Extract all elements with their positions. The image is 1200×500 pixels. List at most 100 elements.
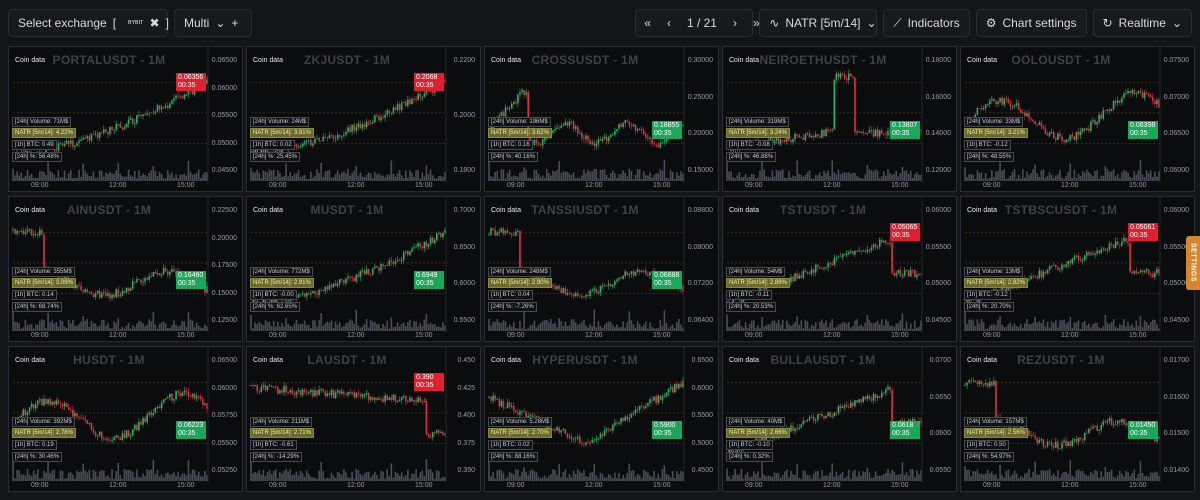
volume-bar xyxy=(34,177,37,181)
volume-bar xyxy=(498,322,501,331)
volume-bar xyxy=(746,177,749,181)
realtime-button[interactable]: ↻ Realtime ⌄ xyxy=(1092,9,1192,37)
coin-data-label[interactable]: Coin data xyxy=(729,207,759,214)
chart-panel[interactable]: MUSDT - 1M Coin data [24h] Volume: 772M$ NA… xyxy=(246,196,481,342)
chart-panel[interactable]: TSTBSCUSDT - 1M Coin data [24h] Volume: 13… xyxy=(960,196,1195,342)
volume-bar xyxy=(136,469,138,481)
candle-body xyxy=(1059,448,1061,450)
volume-bar xyxy=(852,471,854,481)
candle-body xyxy=(388,260,391,266)
coin-data-label[interactable]: Coin data xyxy=(253,207,283,214)
candle-body xyxy=(847,406,850,408)
candle-body xyxy=(115,289,117,298)
close-icon[interactable]: ✖ xyxy=(149,16,160,30)
candle-body xyxy=(1139,90,1142,93)
indicators-button[interactable]: ⟋ Indicators xyxy=(883,9,970,37)
time-axis-label: 15:00 xyxy=(653,332,671,339)
volume-bar xyxy=(310,476,312,481)
volume-bar xyxy=(895,474,898,481)
volume-bar xyxy=(835,174,838,181)
chart-panel[interactable]: HUSDT - 1M Coin data [24h] Volume: 392M$ NA… xyxy=(8,346,243,492)
coin-data-label[interactable]: Coin data xyxy=(967,57,997,64)
chart-settings-button[interactable]: ⚙ Chart settings xyxy=(975,9,1087,37)
volume-bar xyxy=(376,174,378,181)
volume-bar xyxy=(59,320,62,331)
chart-panel[interactable]: LAUSDT - 1M Coin data [24h] Volume: 211M$ N… xyxy=(246,346,481,492)
volume-bar xyxy=(28,474,31,481)
candle-body xyxy=(28,407,31,412)
coin-data-label[interactable]: Coin data xyxy=(967,357,997,364)
last-page-button[interactable]: » xyxy=(752,16,760,30)
chart-panel[interactable]: ZKJUSDT - 1M Coin data [24h] Volume: 24M$ N… xyxy=(246,46,481,192)
volume-bar xyxy=(1059,169,1061,181)
volume-bar xyxy=(200,476,202,481)
chart-panel[interactable]: TANSSIUSDT - 1M Coin data [24h] Volume: 24… xyxy=(484,196,719,342)
chart-panel[interactable]: CROSSUSDT - 1M Coin data [24h] Volume: 196… xyxy=(484,46,719,192)
volume-bar xyxy=(523,309,525,331)
volume-bar xyxy=(1104,314,1107,331)
chart-panel[interactable]: NEIROETHUSDT - 1M Coin data [24h] Volume: … xyxy=(722,46,957,192)
coin-data-label[interactable]: Coin data xyxy=(253,357,283,364)
coin-data-label[interactable]: Coin data xyxy=(491,207,521,214)
coin-data-label[interactable]: Coin data xyxy=(15,57,45,64)
indicator-select[interactable]: ∿ NATR [5m/14] ⌄ xyxy=(759,9,878,37)
next-page-button[interactable]: › xyxy=(732,16,737,30)
volume-bar xyxy=(634,476,637,481)
candle-body xyxy=(995,101,997,104)
coin-data-label[interactable]: Coin data xyxy=(491,57,521,64)
volume-bar xyxy=(1158,476,1160,481)
info-btc: [1h] BTC: 0.14 xyxy=(12,290,57,300)
mode-multi-button[interactable]: Multi ⌄ + xyxy=(174,9,252,37)
add-icon[interactable]: + xyxy=(231,16,239,30)
coin-data-label[interactable]: Coin data xyxy=(491,357,521,364)
chart-panel[interactable]: BULLAUSDT - 1M Coin data [24h] Volume: 40M… xyxy=(722,346,957,492)
time-axis-label: 09:00 xyxy=(745,182,763,189)
volume-bar xyxy=(783,328,786,331)
price-axis-label: 0.01500 xyxy=(1163,430,1189,438)
candle-body xyxy=(429,436,432,438)
volume-bar xyxy=(978,173,981,181)
candle-body xyxy=(634,124,637,131)
chart-panel[interactable]: HYPERUSDT - 1M Coin data [24h] Volume: 5.2… xyxy=(484,346,719,492)
candle-body xyxy=(388,110,391,114)
select-exchange-button[interactable]: Select exchange [ BYBIT ✖ ] xyxy=(8,9,169,37)
coin-data-label[interactable]: Coin data xyxy=(15,357,45,364)
volume-bar xyxy=(281,473,283,481)
volume-bar xyxy=(620,478,622,481)
chart-panel[interactable]: AINUSDT - 1M Coin data [24h] Volume: 355M$… xyxy=(8,196,243,342)
volume-bar xyxy=(587,476,589,481)
chart-panel[interactable]: PORTALUSDT - 1M Coin data [24h] Volume: 71… xyxy=(8,46,243,192)
volume-bar xyxy=(301,175,304,181)
coin-data-label[interactable]: Coin data xyxy=(967,207,997,214)
volume-bar xyxy=(411,473,413,481)
volume-bar xyxy=(1050,475,1053,481)
candle-body xyxy=(856,131,858,133)
settings-side-tab[interactable]: SETTINGS xyxy=(1186,236,1200,290)
candle-body xyxy=(254,299,256,301)
coin-data-label[interactable]: Coin data xyxy=(729,57,759,64)
volume-bar xyxy=(1048,172,1051,181)
chart-panel[interactable]: TSTUSDT - 1M Coin data [24h] Volume: 54M$ N… xyxy=(722,196,957,342)
chart-panel[interactable]: OOLOUSDT - 1M Coin data [24h] Volume: 33M$… xyxy=(960,46,1195,192)
candle-body xyxy=(676,383,678,389)
coin-data-label[interactable]: Coin data xyxy=(729,357,759,364)
candle-body xyxy=(521,411,523,413)
candle-body xyxy=(297,390,300,392)
volume-bar xyxy=(353,323,355,331)
chart-panel[interactable]: REZUSDT - 1M Coin data [24h] Volume: 157M$… xyxy=(960,346,1195,492)
coin-data-label[interactable]: Coin data xyxy=(15,207,45,214)
indicators-icon: ⟋ xyxy=(893,15,902,30)
first-page-button[interactable]: « xyxy=(644,16,651,30)
candle-body xyxy=(1145,92,1148,94)
volume-bar xyxy=(36,469,39,481)
prev-page-button[interactable]: ‹ xyxy=(666,16,671,30)
volume-bar xyxy=(618,327,620,331)
volume-bar xyxy=(614,327,616,331)
volume-bar xyxy=(1036,322,1039,331)
candle-body xyxy=(115,124,117,130)
volume-bar xyxy=(1030,323,1032,331)
candle-countdown: 00:35 xyxy=(892,430,910,437)
volume-bar xyxy=(653,328,655,331)
coin-data-label[interactable]: Coin data xyxy=(253,57,283,64)
volume-bar xyxy=(277,169,279,181)
